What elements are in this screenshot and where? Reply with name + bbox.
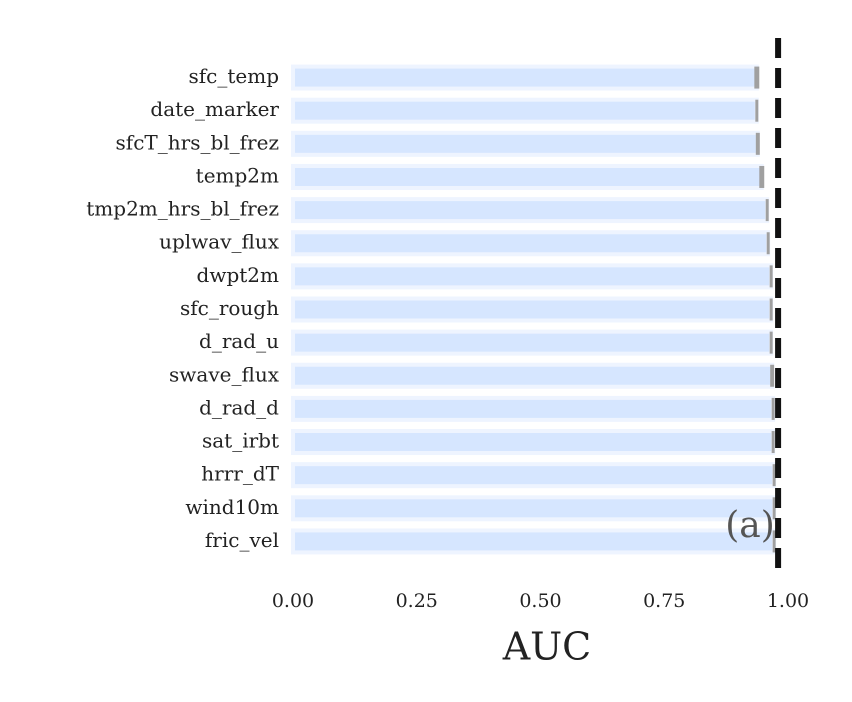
error-bar <box>769 298 773 321</box>
error-bar <box>772 464 776 487</box>
y-tick-label: d_rad_u <box>199 329 279 353</box>
y-tick-label: uplwav_flux <box>159 230 280 254</box>
bar <box>291 64 759 91</box>
y-tick-label: sat_irbt <box>202 429 279 453</box>
annotation: (a) <box>725 505 775 546</box>
y-tick-label: tmp2m_hrs_bl_frez <box>86 197 279 221</box>
x-tick-label: 0.25 <box>396 590 438 612</box>
bar <box>291 395 776 422</box>
y-tick-label: swave_flux <box>169 362 280 386</box>
error-bar <box>754 66 760 89</box>
bar <box>291 296 774 323</box>
error-bar <box>755 99 759 122</box>
error-bar <box>770 364 775 387</box>
bar <box>291 130 760 157</box>
bar <box>291 329 774 356</box>
x-tick-label: 0.00 <box>272 590 314 612</box>
error-bar <box>772 530 776 553</box>
x-tick-label: 0.50 <box>519 590 561 612</box>
y-tick-label: temp2m <box>196 163 279 187</box>
y-tick-label: fric_vel <box>205 528 279 552</box>
bar <box>291 462 777 489</box>
y-tick-label: sfc_rough <box>180 296 279 320</box>
error-bar <box>772 497 776 520</box>
bar <box>291 429 776 456</box>
y-tick-label: date_marker <box>150 97 279 121</box>
bar <box>291 528 777 555</box>
bar <box>291 495 777 522</box>
bar <box>291 97 759 124</box>
bar <box>291 230 771 257</box>
error-bar <box>769 331 773 354</box>
error-bar <box>759 165 765 188</box>
error-bar <box>766 232 770 255</box>
y-tick-label: d_rad_d <box>199 395 279 419</box>
error-bar <box>771 397 775 420</box>
y-tick-label: sfc_temp <box>188 64 279 88</box>
error-bar <box>769 265 773 288</box>
bar <box>291 197 770 224</box>
y-tick-label: hrrr_dT <box>201 462 279 486</box>
error-bar <box>771 431 775 454</box>
error-bar <box>755 132 760 155</box>
bar <box>291 163 764 190</box>
bar <box>291 362 775 389</box>
y-tick-label: wind10m <box>185 495 279 519</box>
x-tick-label: 1.00 <box>767 590 809 612</box>
x-axis-label: AUC <box>502 625 592 669</box>
y-tick-label: dwpt2m <box>197 263 279 287</box>
error-bar <box>765 199 769 222</box>
y-tick-label: sfcT_hrs_bl_frez <box>116 130 279 154</box>
bar <box>291 263 774 290</box>
x-tick-label: 0.75 <box>643 590 685 612</box>
